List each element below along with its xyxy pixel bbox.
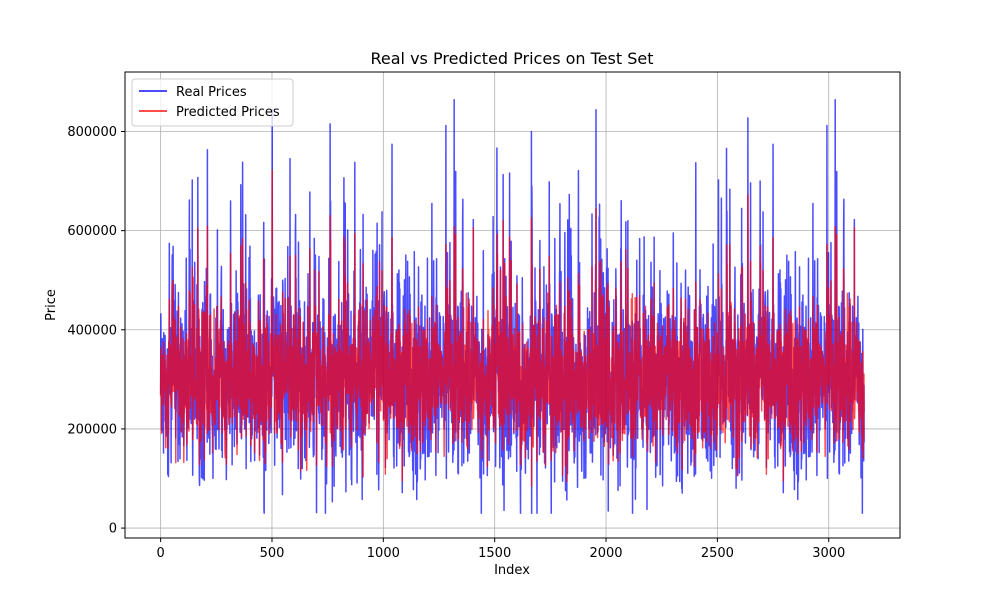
x-tick-label: 2000	[589, 546, 622, 561]
y-axis-ticks: 0 200000 400000 600000 800000	[67, 125, 125, 537]
x-tick-label: 1000	[367, 546, 400, 561]
y-tick-label: 200000	[67, 422, 117, 437]
x-tick-label: 500	[260, 546, 285, 561]
legend-label-real: Real Prices	[176, 85, 247, 100]
x-axis-ticks: 0 500 1000 1500 2000 2500 3000	[156, 538, 845, 561]
legend-label-predicted: Predicted Prices	[176, 105, 280, 120]
x-tick-label: 1500	[478, 546, 511, 561]
x-axis-label: Index	[494, 563, 530, 578]
series-layer	[159, 99, 865, 514]
y-axis-label: Price	[44, 289, 59, 321]
x-tick-label: 3000	[812, 546, 845, 561]
y-tick-label: 800000	[67, 125, 117, 140]
plot-frame	[124, 71, 901, 539]
y-tick-label: 0	[109, 522, 117, 537]
y-tick-label: 600000	[67, 224, 117, 239]
legend: Real Prices Predicted Prices	[131, 78, 294, 127]
legend-box	[131, 78, 294, 127]
y-tick-label: 400000	[67, 323, 117, 338]
series-line-predicted	[159, 169, 865, 487]
x-tick-label: 0	[156, 546, 164, 561]
x-tick-label: 2500	[701, 546, 734, 561]
chart-title: Real vs Predicted Prices on Test Set	[371, 49, 654, 68]
